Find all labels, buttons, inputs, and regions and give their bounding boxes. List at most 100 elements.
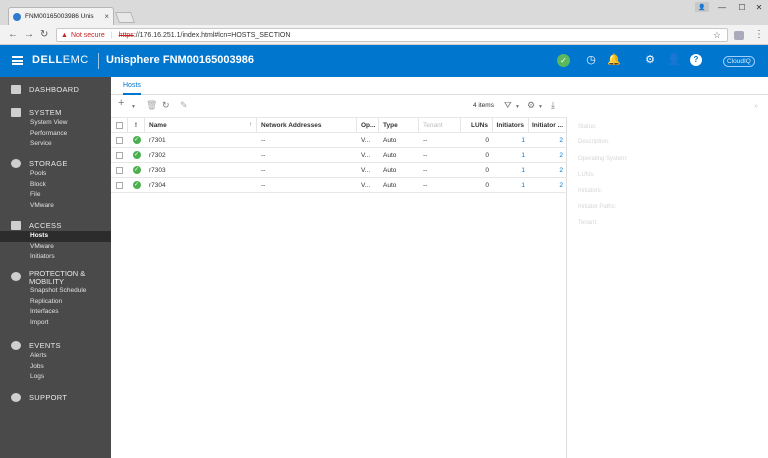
sidebar-item-initiators[interactable]: Initiators: [30, 253, 55, 260]
sidebar-item-pools[interactable]: Pools: [30, 170, 47, 177]
sidebar-item-interfaces[interactable]: Interfaces: [30, 308, 59, 315]
sidebar-item-snapshot-schedule[interactable]: Snapshot Schedule: [30, 287, 87, 294]
sidebar-support[interactable]: SUPPORT: [0, 391, 111, 403]
column-header-luns[interactable]: LUNs: [461, 118, 493, 132]
table-row[interactable]: ✓ r7304 -- V... Auto -- 0 1 2: [111, 178, 567, 193]
sidebar-item-vmware-access[interactable]: VMware: [30, 242, 54, 250]
sidebar-item-logs[interactable]: Logs: [30, 373, 45, 380]
column-header-initiators[interactable]: Initiators: [493, 118, 529, 132]
edit-pencil-icon[interactable]: ✎: [180, 100, 188, 110]
browser-menu-icon[interactable]: ⋮: [754, 29, 764, 40]
column-header-status[interactable]: !: [128, 118, 145, 132]
luns-cell: 0: [485, 181, 489, 189]
sidebar-item-file[interactable]: File: [30, 191, 41, 198]
sidebar-protection: PROTECTION & MOBILITY Snapshot Schedule R…: [0, 270, 111, 328]
settings-caret-icon[interactable]: ▼: [538, 104, 543, 110]
initiator-paths-link[interactable]: 2: [559, 181, 563, 189]
health-ok-icon[interactable]: ✓: [557, 54, 570, 67]
warning-icon: ▲: [61, 31, 68, 39]
extension-icon[interactable]: [734, 31, 744, 40]
sidebar-item-vmware-storage[interactable]: VMware: [30, 201, 54, 209]
refresh-icon[interactable]: ↻: [162, 100, 170, 110]
sidebar-section-label: STORAGE: [29, 158, 68, 168]
alerts-bell-icon[interactable]: 🔔: [607, 54, 621, 66]
luns-cell: 0: [485, 166, 489, 174]
sidebar-item-import[interactable]: Import: [30, 318, 49, 326]
row-select-cell[interactable]: [111, 148, 128, 162]
sidebar: DASHBOARD SYSTEM System View Performance…: [0, 77, 111, 458]
cloudiq-button[interactable]: CloudIQ: [723, 56, 755, 67]
table-row[interactable]: ✓ r7301 -- V... Auto -- 0 1 2: [111, 133, 567, 148]
sidebar-item-block[interactable]: Block: [30, 180, 46, 188]
bookmark-star-icon[interactable]: ☆: [712, 30, 721, 40]
help-icon[interactable]: ?: [690, 54, 702, 66]
initiator-paths-link[interactable]: 2: [559, 166, 563, 174]
tab-close-icon[interactable]: ×: [104, 12, 109, 21]
profile-icon[interactable]: 👤: [695, 2, 709, 12]
row-select-cell[interactable]: [111, 133, 128, 147]
column-header-network[interactable]: Network Addresses: [257, 118, 357, 132]
forward-icon[interactable]: →: [24, 29, 34, 40]
hamburger-menu-icon[interactable]: [12, 56, 23, 65]
add-caret-icon[interactable]: ▼: [131, 104, 136, 110]
row-select-cell[interactable]: [111, 178, 128, 192]
new-tab-button[interactable]: [114, 12, 136, 23]
gear-icon[interactable]: ⚙: [645, 54, 655, 66]
row-checkbox[interactable]: [116, 181, 123, 189]
gear-icon[interactable]: ⚙: [527, 100, 536, 110]
row-select-cell[interactable]: [111, 163, 128, 177]
initiator-paths-link[interactable]: 2: [559, 136, 563, 144]
minimize-icon[interactable]: —: [718, 3, 726, 12]
initiators-link[interactable]: 1: [521, 136, 525, 144]
browser-tab[interactable]: FNM00165003986 Unis ×: [8, 7, 114, 25]
sidebar-section-access[interactable]: ACCESS: [0, 219, 111, 231]
row-checkbox[interactable]: [116, 151, 123, 159]
sidebar-section-system[interactable]: SYSTEM: [0, 106, 111, 118]
initiators-link[interactable]: 1: [521, 151, 525, 159]
initiator-paths-link[interactable]: 2: [559, 151, 563, 159]
url-scheme: https: [118, 31, 134, 39]
delete-icon[interactable]: 🗑: [146, 100, 158, 110]
sidebar-item-performance[interactable]: Performance: [30, 129, 68, 137]
sidebar-dashboard[interactable]: DASHBOARD: [0, 83, 111, 95]
row-checkbox[interactable]: [116, 166, 123, 174]
maximize-icon[interactable]: ☐: [738, 3, 746, 12]
sidebar-section-protection[interactable]: PROTECTION & MOBILITY: [0, 270, 111, 286]
select-all-checkbox[interactable]: [115, 121, 123, 129]
user-icon[interactable]: 👤: [667, 54, 681, 66]
tab-hosts[interactable]: Hosts: [123, 82, 141, 95]
sidebar-item-replication[interactable]: Replication: [30, 297, 63, 305]
sidebar-item-jobs[interactable]: Jobs: [30, 362, 44, 370]
export-icon[interactable]: ⤓: [551, 100, 555, 110]
column-header-type[interactable]: Type: [379, 118, 419, 132]
back-icon[interactable]: ←: [8, 29, 18, 40]
column-header-name[interactable]: Name ↑: [145, 118, 257, 132]
close-window-icon[interactable]: ✕: [755, 3, 763, 12]
url-input[interactable]: ▲ Not secure | https ://176.16.251.1/ind…: [56, 28, 728, 42]
status-ok-icon: ✓: [132, 166, 141, 174]
sidebar-system: SYSTEM System View Performance Service: [0, 106, 111, 150]
row-checkbox[interactable]: [116, 136, 123, 144]
table-row[interactable]: ✓ r7302 -- V... Auto -- 0 1 2: [111, 148, 567, 163]
initiators-link[interactable]: 1: [521, 166, 525, 174]
column-header-tenant[interactable]: Tenant: [419, 118, 461, 132]
initiators-link[interactable]: 1: [521, 181, 525, 189]
subtab-bar: Hosts: [111, 77, 768, 95]
sidebar-item-system-view[interactable]: System View: [30, 119, 68, 126]
sidebar-section-events[interactable]: EVENTS: [0, 339, 111, 351]
select-all-cell[interactable]: [111, 118, 128, 132]
add-icon[interactable]: +: [118, 97, 125, 109]
tenant-cell: --: [423, 166, 428, 174]
sidebar-item-alerts[interactable]: Alerts: [30, 352, 47, 359]
column-header-os[interactable]: Op...: [357, 118, 379, 132]
history-icon[interactable]: ◷: [586, 54, 596, 66]
sidebar-item-hosts[interactable]: Hosts: [0, 231, 111, 242]
filter-caret-icon[interactable]: ▼: [515, 104, 520, 110]
column-header-initiator-paths[interactable]: Initiator ...: [531, 121, 563, 129]
collapse-pane-icon[interactable]: »: [754, 103, 758, 110]
sidebar-section-storage[interactable]: STORAGE: [0, 157, 111, 169]
reload-icon[interactable]: ↻: [40, 29, 49, 40]
sidebar-item-service[interactable]: Service: [30, 140, 52, 147]
filter-icon[interactable]: ⛛: [504, 100, 512, 110]
table-row[interactable]: ✓ r7303 -- V... Auto -- 0 1 2: [111, 163, 567, 178]
